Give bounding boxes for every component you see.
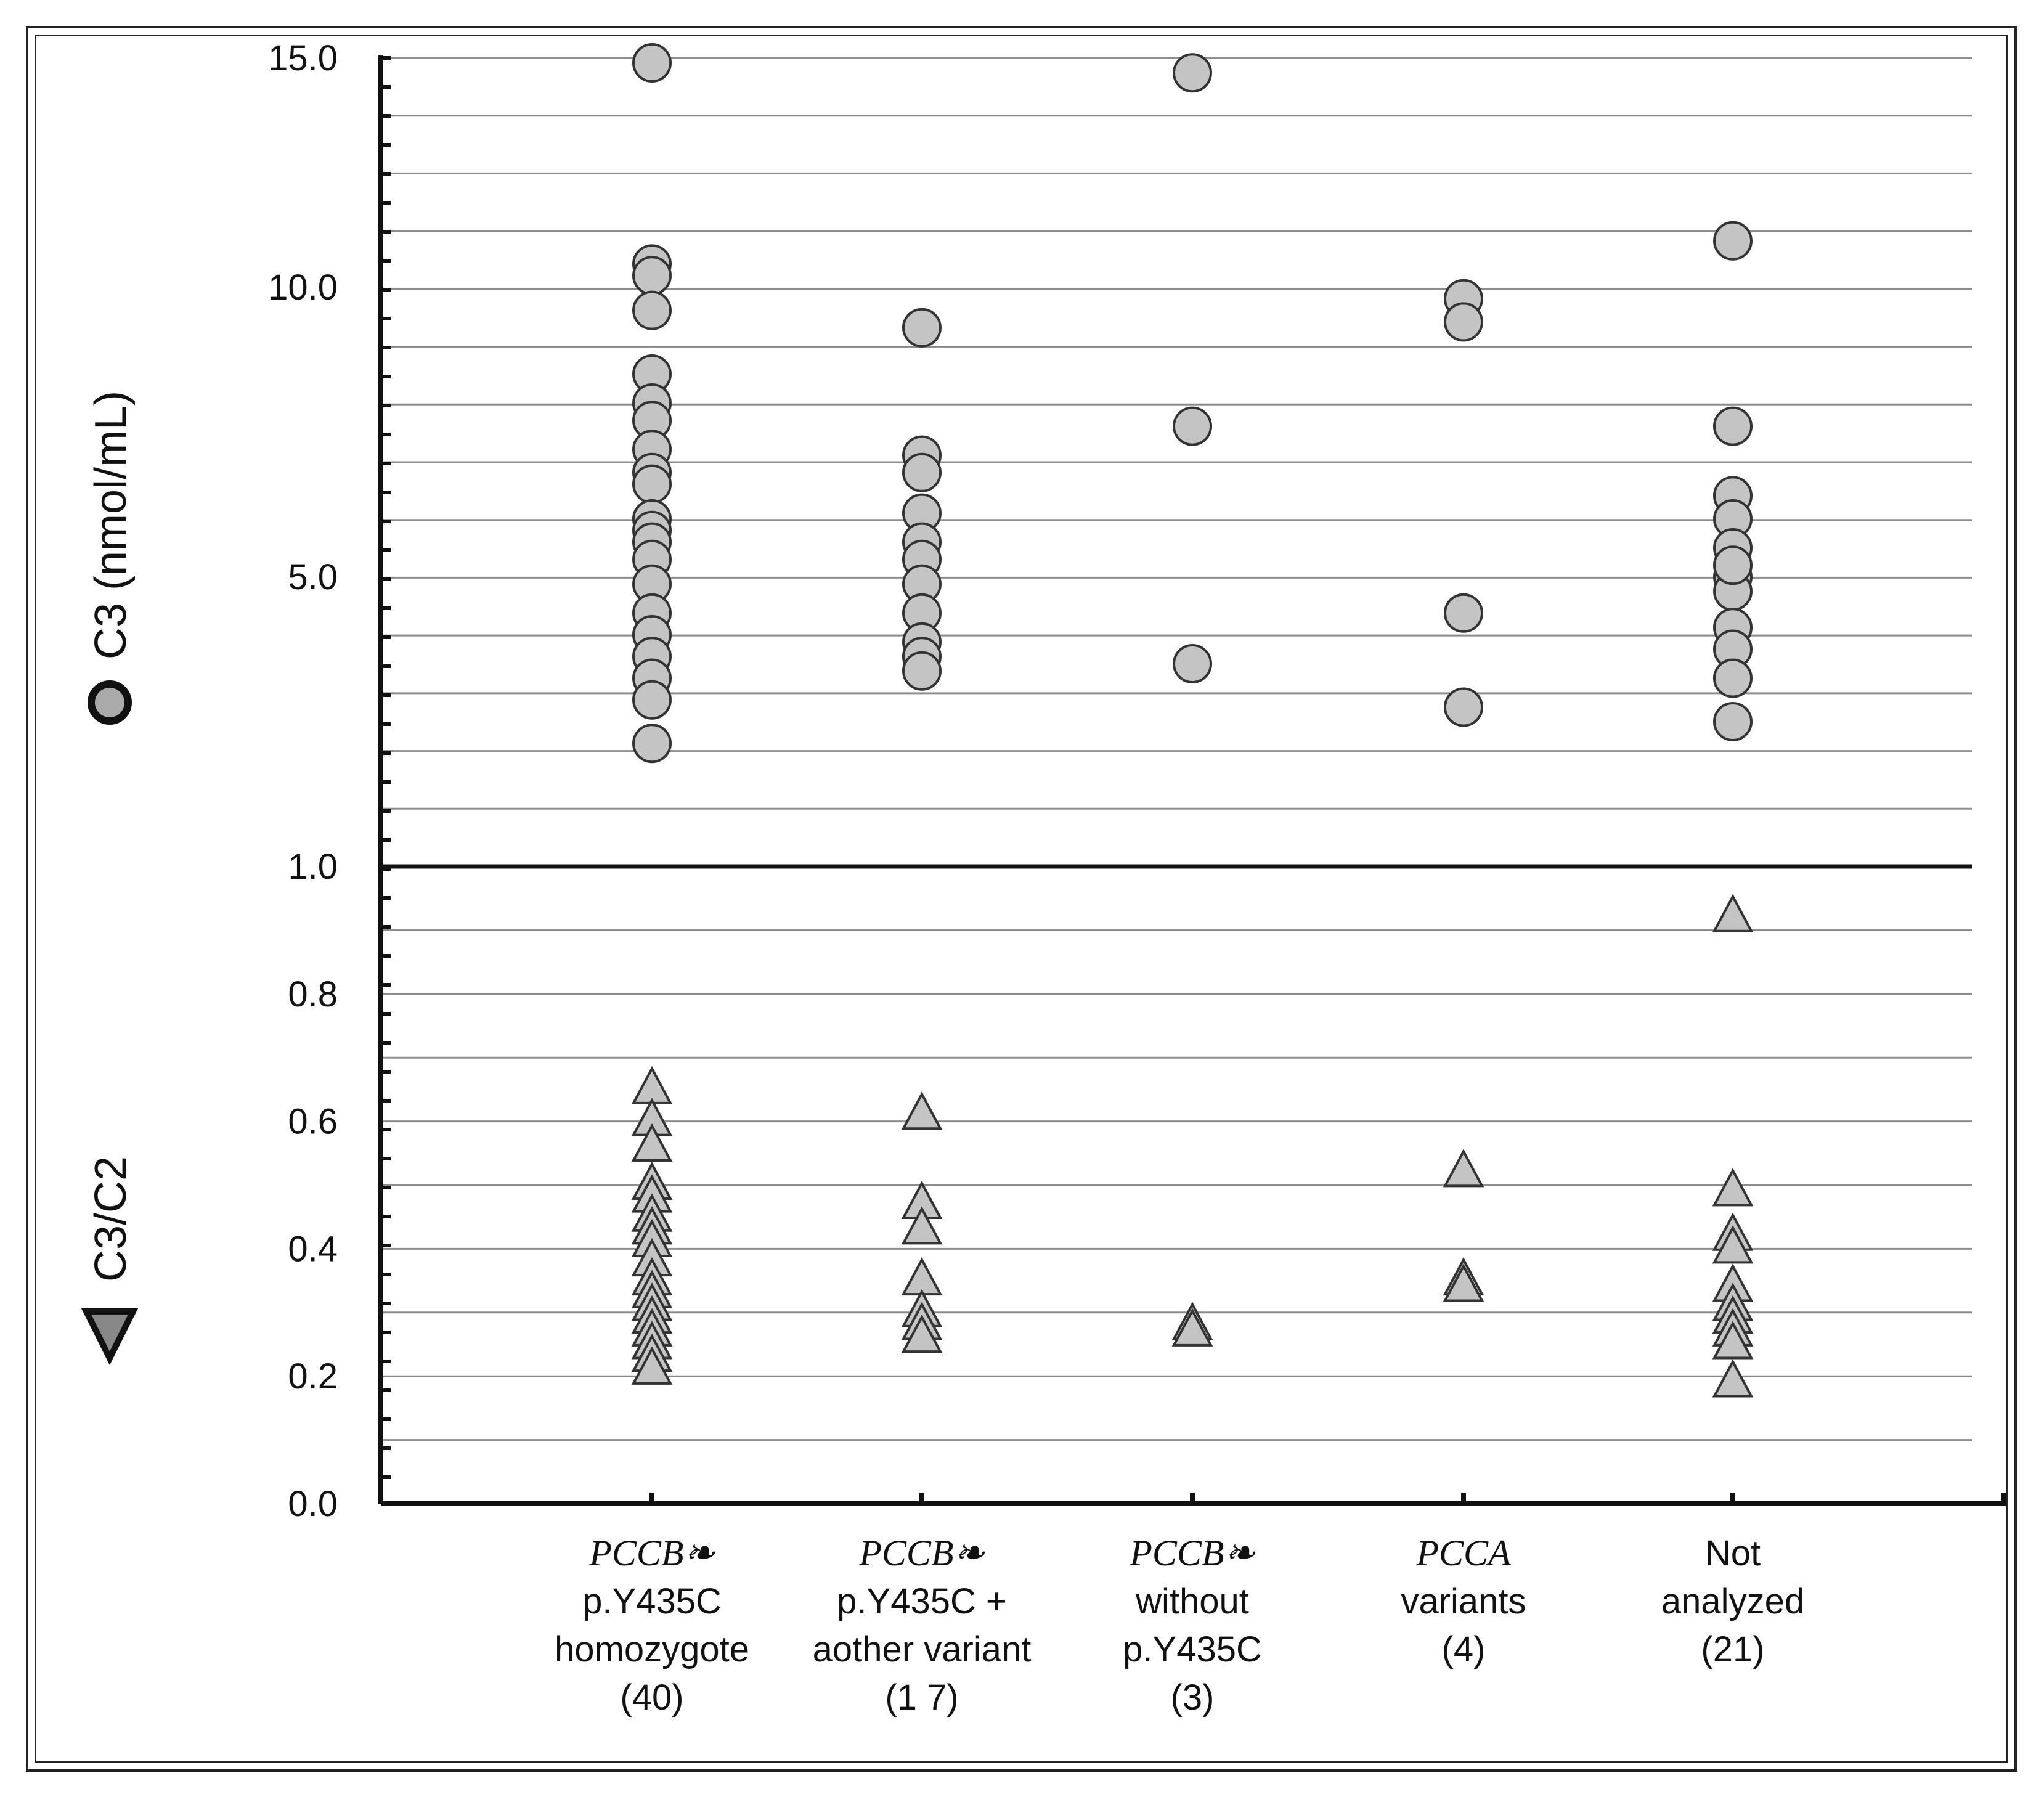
category-label-line: homozygote xyxy=(555,1629,749,1670)
data-point-circle xyxy=(632,680,672,720)
data-point-triangle xyxy=(901,1091,943,1130)
data-point-circle xyxy=(1173,644,1212,683)
category-label-line: aother variant xyxy=(813,1629,1032,1670)
data-point-circle xyxy=(1713,658,1753,698)
data-point-triangle xyxy=(1443,1149,1484,1188)
y-tick-label: 10.0 xyxy=(268,267,338,308)
category-label-line: variants xyxy=(1401,1581,1526,1621)
y-tick-label: 0.0 xyxy=(288,1484,338,1524)
inner-frame xyxy=(35,35,2008,1763)
data-point-circle xyxy=(632,724,672,764)
y-tick-label: 1.0 xyxy=(288,847,338,887)
data-point-circle xyxy=(632,43,672,83)
data-point-circle xyxy=(632,464,672,504)
data-point-triangle xyxy=(1712,1225,1754,1264)
y-tick-label: 5.0 xyxy=(288,557,338,597)
data-point-circle xyxy=(1713,221,1753,261)
marker-layer xyxy=(631,43,1754,1398)
category-count-label: (3) xyxy=(1171,1678,1215,1718)
category-count-label: (40) xyxy=(620,1678,683,1718)
category-label-line: Not xyxy=(1705,1533,1761,1573)
category-layer: PCCB❧ p.Y435C homozygote (40) PCCB❧ p.Y435C +… xyxy=(555,1533,1804,1718)
data-point-triangle xyxy=(1443,1263,1484,1302)
outer-frame xyxy=(26,26,2017,1772)
data-point-circle xyxy=(1713,406,1753,446)
category-label-line: without xyxy=(1135,1581,1249,1621)
category-gene-label: PCCB❧ xyxy=(588,1533,715,1573)
y-tick-label: 0.8 xyxy=(288,974,338,1014)
data-point-triangle xyxy=(631,1346,673,1385)
data-point-triangle xyxy=(901,1314,943,1353)
category-count-label: (4) xyxy=(1442,1629,1486,1670)
data-point-circle xyxy=(1713,702,1753,741)
lower-axis-title: C3/C2 xyxy=(86,1156,136,1282)
data-point-circle xyxy=(632,256,672,296)
category-label-line: analyzed xyxy=(1661,1581,1804,1621)
data-point-triangle xyxy=(1712,1321,1754,1360)
category-label-line: p.Y435C xyxy=(1123,1629,1262,1670)
y-tick-label: 0.4 xyxy=(288,1229,338,1269)
axis-layer xyxy=(378,55,2006,1506)
data-point-triangle xyxy=(1712,1168,1754,1207)
category-gene-label: PCCB❧ xyxy=(858,1533,985,1573)
data-point-circle xyxy=(1444,302,1483,342)
data-point-triangle xyxy=(901,1206,943,1245)
data-point-circle xyxy=(1173,406,1212,446)
data-point-circle xyxy=(902,452,942,492)
data-point-triangle xyxy=(631,1123,673,1162)
data-point-circle xyxy=(1173,53,1212,93)
data-point-circle xyxy=(902,651,942,691)
y-tick-label: 0.6 xyxy=(288,1102,338,1142)
upper-axis-title-group: C3 (nmol/mL) xyxy=(86,391,136,725)
data-point-triangle xyxy=(1712,894,1754,932)
lower-axis-title-group: C3/C2 xyxy=(81,1156,139,1366)
category-count-label: (1 7) xyxy=(885,1678,958,1718)
category-label-line: p.Y435C xyxy=(582,1581,722,1621)
data-point-circle xyxy=(632,290,672,330)
data-point-circle xyxy=(1444,593,1483,633)
circle-legend-icon xyxy=(88,680,132,725)
data-point-triangle xyxy=(1712,1359,1754,1398)
category-gene-label: PCCA xyxy=(1415,1533,1511,1573)
triangle-legend-icon xyxy=(81,1308,139,1366)
y-tick-label: 0.2 xyxy=(288,1356,338,1396)
data-point-triangle xyxy=(1171,1308,1213,1347)
y-tick-label: 15.0 xyxy=(268,38,338,78)
category-label-line: p.Y435C + xyxy=(837,1581,1007,1621)
tick-label-layer: 1.0 5.0 10.0 15.0 0.0 0.2 0.4 0.6 0.8 xyxy=(268,38,338,1524)
category-count-label: (21) xyxy=(1701,1629,1764,1670)
category-gene-label: PCCB❧ xyxy=(1129,1533,1256,1573)
data-point-circle xyxy=(902,308,942,348)
upper-axis-title: C3 (nmol/mL) xyxy=(86,391,136,659)
data-point-circle xyxy=(1713,545,1753,585)
data-point-circle xyxy=(1444,687,1483,727)
